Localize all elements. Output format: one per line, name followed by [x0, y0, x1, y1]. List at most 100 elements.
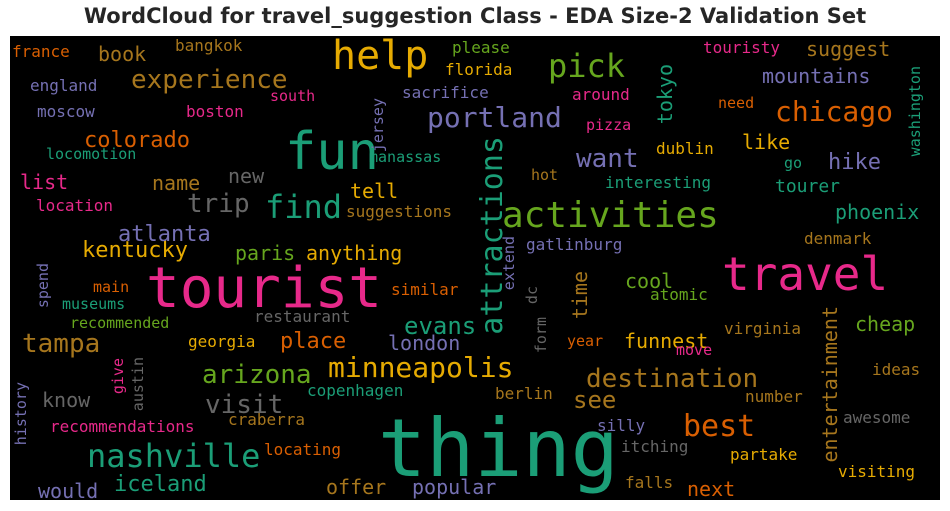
- word-museums: museums: [62, 295, 126, 313]
- word-silly: silly: [597, 416, 646, 435]
- word-suggest: suggest: [806, 37, 891, 61]
- word-tell: tell: [350, 179, 399, 203]
- word-locating: locating: [264, 440, 342, 459]
- word-berlin: berlin: [495, 384, 553, 403]
- word-visiting: visiting: [838, 462, 916, 481]
- word-iceland: iceland: [114, 472, 207, 497]
- word-history: history: [12, 382, 30, 446]
- word-list: list: [20, 170, 69, 194]
- word-place: place: [280, 329, 347, 354]
- word-cheap: cheap: [855, 312, 916, 336]
- word-find: find: [265, 188, 343, 226]
- word-best: best: [683, 409, 756, 444]
- word-interesting: interesting: [605, 173, 711, 192]
- word-boston: boston: [186, 102, 244, 121]
- word-minneapolis: minneapolis: [328, 351, 514, 384]
- word-suggestions: suggestions: [346, 202, 452, 221]
- word-denmark: denmark: [804, 229, 872, 248]
- word-florida: florida: [445, 60, 513, 79]
- word-chicago: chicago: [775, 95, 894, 128]
- word-move: move: [676, 341, 713, 359]
- word-want: want: [576, 144, 639, 174]
- chart-title: WordCloud for travel_suggestion Class - …: [83, 4, 867, 28]
- word-go: go: [784, 154, 803, 172]
- word-thing: thing: [378, 402, 619, 495]
- word-itching: itching: [621, 437, 689, 456]
- word-partake: partake: [730, 445, 798, 464]
- word-see: see: [573, 386, 617, 414]
- word-activities: activities: [502, 195, 719, 236]
- word-arizona: arizona: [202, 360, 312, 390]
- word-fun: fun: [285, 122, 379, 182]
- word-tourer: tourer: [775, 176, 841, 197]
- word-main: main: [93, 278, 130, 296]
- word-touristy: touristy: [703, 38, 781, 57]
- word-hike: hike: [828, 150, 881, 175]
- word-form: form: [532, 317, 550, 354]
- word-trip: trip: [187, 189, 250, 219]
- word-dc: dc: [523, 286, 541, 305]
- word-manassas: manassas: [369, 148, 442, 166]
- word-colorado: colorado: [84, 128, 190, 153]
- word-mountains: mountains: [762, 64, 871, 88]
- word-name: name: [152, 171, 201, 195]
- word-england: england: [30, 76, 98, 95]
- word-similar: similar: [391, 280, 459, 299]
- word-like: like: [742, 130, 791, 154]
- word-craberra: craberra: [228, 410, 306, 429]
- word-copenhagen: copenhagen: [307, 381, 404, 400]
- word-moscow: moscow: [37, 102, 95, 121]
- word-spend: spend: [34, 263, 52, 309]
- word-offer: offer: [326, 475, 387, 499]
- word-new: new: [228, 164, 265, 188]
- word-pizza: pizza: [586, 116, 632, 134]
- word-paris: paris: [235, 241, 296, 265]
- word-please: please: [452, 38, 510, 57]
- word-tourist: tourist: [146, 256, 383, 321]
- word-portland: portland: [427, 101, 562, 134]
- word-around: around: [572, 85, 630, 104]
- word-entertainment: entertainment: [818, 306, 842, 463]
- word-cool: cool: [625, 269, 674, 293]
- word-cloud-canvas: thing tourist fun travel help activities attra…: [10, 36, 940, 500]
- word-experience: experience: [131, 65, 288, 95]
- word-atomic: atomic: [650, 285, 708, 304]
- word-recommendations: recommendations: [50, 417, 195, 436]
- word-virginia: virginia: [724, 319, 802, 338]
- word-recommended: recommended: [70, 314, 170, 332]
- word-georgia: georgia: [188, 332, 256, 351]
- word-time: time: [568, 271, 592, 320]
- word-locomotion: locomotion: [46, 145, 137, 163]
- word-tampa: tampa: [22, 329, 101, 359]
- word-help: help: [332, 36, 429, 79]
- word-destination: destination: [586, 364, 759, 394]
- word-kentucky: kentucky: [82, 238, 188, 263]
- word-year: year: [567, 332, 604, 350]
- word-would: would: [38, 479, 99, 500]
- word-extend: extend: [500, 236, 518, 291]
- word-gatlinburg: gatlinburg: [526, 235, 623, 254]
- word-nashville: nashville: [87, 437, 261, 475]
- word-give: give: [109, 358, 127, 395]
- word-france: france: [12, 42, 70, 61]
- word-need: need: [718, 94, 755, 112]
- word-falls: falls: [625, 473, 674, 492]
- word-washington: washington: [906, 66, 924, 157]
- word-sacrifice: sacrifice: [402, 83, 489, 102]
- word-restaurant: restaurant: [254, 307, 351, 326]
- word-know: know: [42, 388, 91, 412]
- word-atlanta: atlanta: [118, 222, 211, 247]
- word-austin: austin: [129, 357, 147, 412]
- word-london: london: [388, 331, 461, 355]
- word-south: south: [270, 87, 316, 105]
- word-anything: anything: [306, 241, 403, 265]
- word-pick: pick: [548, 47, 626, 85]
- word-tokyo: tokyo: [653, 64, 677, 125]
- word-dublin: dublin: [656, 139, 714, 158]
- word-hot: hot: [531, 166, 559, 184]
- word-popular: popular: [412, 475, 497, 499]
- word-awesome: awesome: [843, 408, 911, 427]
- word-next: next: [687, 477, 736, 500]
- word-evans: evans: [404, 312, 477, 340]
- word-number: number: [745, 387, 803, 406]
